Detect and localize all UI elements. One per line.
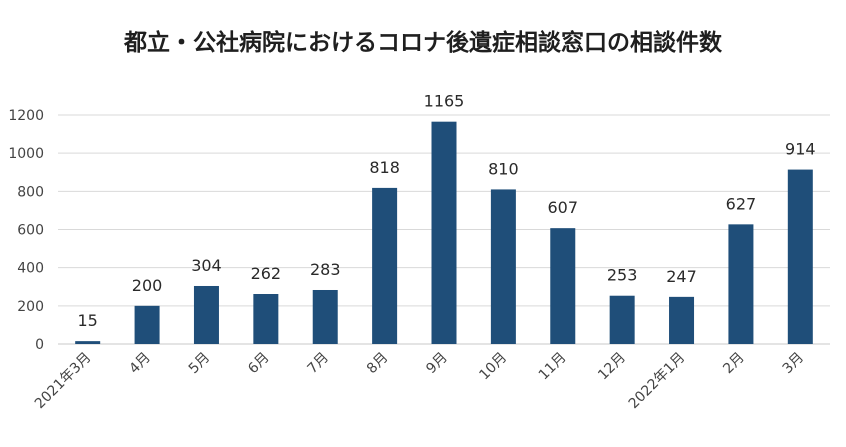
bar <box>728 224 754 344</box>
data-label: 1165 <box>424 92 465 111</box>
data-label: 200 <box>132 276 163 295</box>
data-label: 15 <box>78 311 98 330</box>
data-label: 283 <box>310 260 341 279</box>
y-tick-label: 400 <box>17 261 44 277</box>
chart-title: 都立・公社病院におけるコロナ後遺症相談窓口の相談件数 <box>123 29 723 56</box>
x-tick-label: 9月 <box>423 350 451 378</box>
x-tick-label: 2022年1月 <box>626 350 689 413</box>
bar <box>669 296 695 344</box>
x-tick-label: 2月 <box>720 350 748 378</box>
bar <box>75 341 101 344</box>
x-tick-label: 5月 <box>186 350 214 378</box>
bar <box>253 294 279 344</box>
bar <box>431 121 457 344</box>
bar <box>787 169 813 344</box>
x-tick-label: 6月 <box>245 350 273 378</box>
y-tick-label: 0 <box>35 337 44 353</box>
y-tick-label: 800 <box>17 184 44 200</box>
y-tick-label: 1000 <box>8 146 44 162</box>
y-axis-ticks: 0 200 400 600 800 1000 1200 <box>8 108 44 353</box>
bar <box>490 189 516 344</box>
bar <box>312 289 338 344</box>
bar <box>550 228 576 344</box>
data-labels: 15 200 304 262 283 818 1165 810 607 253 247 627 914 <box>78 92 816 330</box>
x-tick-label: 3月 <box>780 350 808 378</box>
x-tick-label: 2021年3月 <box>32 350 95 413</box>
y-tick-label: 200 <box>17 299 44 315</box>
data-label: 914 <box>785 140 816 159</box>
x-tick-label: 7月 <box>305 350 333 378</box>
data-label: 247 <box>666 267 697 286</box>
data-label: 627 <box>726 194 757 213</box>
bar <box>372 187 398 344</box>
x-tick-label: 11月 <box>536 350 570 384</box>
y-tick-label: 600 <box>17 223 44 239</box>
bar <box>193 285 219 344</box>
x-tick-label: 4月 <box>126 350 154 378</box>
data-label: 253 <box>607 266 638 285</box>
data-label: 818 <box>369 158 400 177</box>
x-tick-label: 8月 <box>364 350 392 378</box>
bars <box>75 121 813 344</box>
data-label: 262 <box>251 264 282 283</box>
x-tick-label: 10月 <box>476 350 510 384</box>
bar <box>134 305 160 344</box>
data-label: 304 <box>191 256 222 275</box>
y-tick-label: 1200 <box>8 108 44 124</box>
x-tick-label: 12月 <box>595 350 629 384</box>
data-label: 607 <box>547 198 578 217</box>
data-label: 810 <box>488 159 519 178</box>
bar <box>609 295 635 344</box>
